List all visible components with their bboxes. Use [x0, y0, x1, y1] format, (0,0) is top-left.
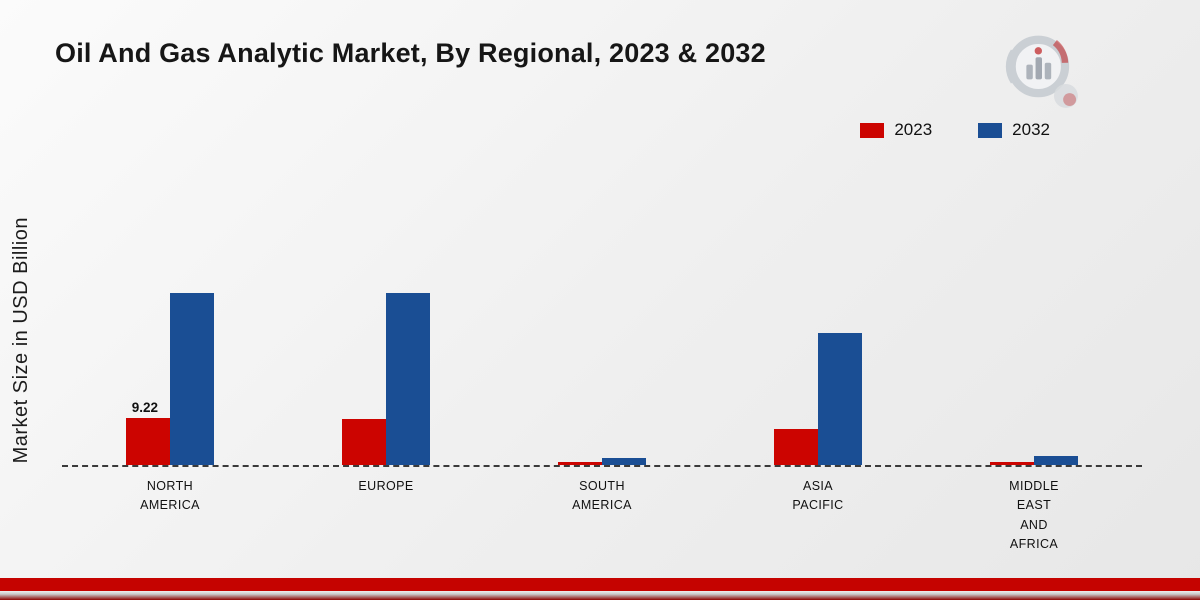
bar-2023-2 — [558, 462, 602, 465]
magnifier-barchart-icon — [1005, 35, 1078, 108]
bar-2032-3 — [818, 332, 862, 465]
bar-2023-0: 9.22 — [126, 400, 170, 465]
bar-group-2: SOUTH AMERICA — [494, 150, 710, 512]
category-label-2: SOUTH AMERICA — [572, 479, 632, 513]
category-label-1: EUROPE — [358, 479, 414, 493]
bar-2023-3 — [774, 428, 818, 465]
category-label-3: ASIA PACIFIC — [792, 479, 844, 513]
bar-group-3: ASIA PACIFIC — [710, 150, 926, 512]
y-axis: Market Size in USD Billion — [0, 120, 42, 560]
bar-2032-4 — [1034, 456, 1078, 465]
legend-label-2032: 2032 — [1012, 120, 1050, 139]
bar-2023-1 — [342, 419, 386, 465]
legend-label-2023: 2023 — [894, 120, 933, 139]
legend-swatch-2032 — [978, 122, 1003, 138]
bar-group-1: EUROPE — [278, 150, 494, 493]
footer-gradient-band — [0, 591, 1200, 600]
bar-group-0: 9.22 NORTH AMERICA — [62, 150, 278, 512]
bar-value-label: 9.22 — [131, 399, 158, 415]
legend-item-2032: 2032 — [978, 120, 1050, 140]
category-label-0: NORTH AMERICA — [140, 479, 200, 513]
y-axis-label: Market Size in USD Billion — [9, 216, 32, 464]
chart-title: Oil And Gas Analytic Market, By Regional… — [55, 38, 766, 68]
bar-2032-0 — [170, 293, 214, 465]
bar-2032-2 — [602, 457, 646, 465]
legend-item-2023: 2023 — [860, 120, 932, 140]
bar-group-4: MIDDLE EAST AND AFRICA — [926, 150, 1142, 551]
bar-2023-4 — [990, 461, 1034, 465]
bar-2032-1 — [386, 293, 430, 465]
footer-red-band — [0, 578, 1200, 591]
plot-area: 9.22 NORTH AMERICA EUROPE SOUTH AMERICA ASIA… — [62, 150, 1142, 551]
brand-logo — [996, 26, 1088, 118]
legend: 2023 2032 — [860, 120, 1050, 140]
category-label-4: MIDDLE EAST AND AFRICA — [1009, 479, 1059, 552]
legend-swatch-2023 — [860, 122, 885, 138]
